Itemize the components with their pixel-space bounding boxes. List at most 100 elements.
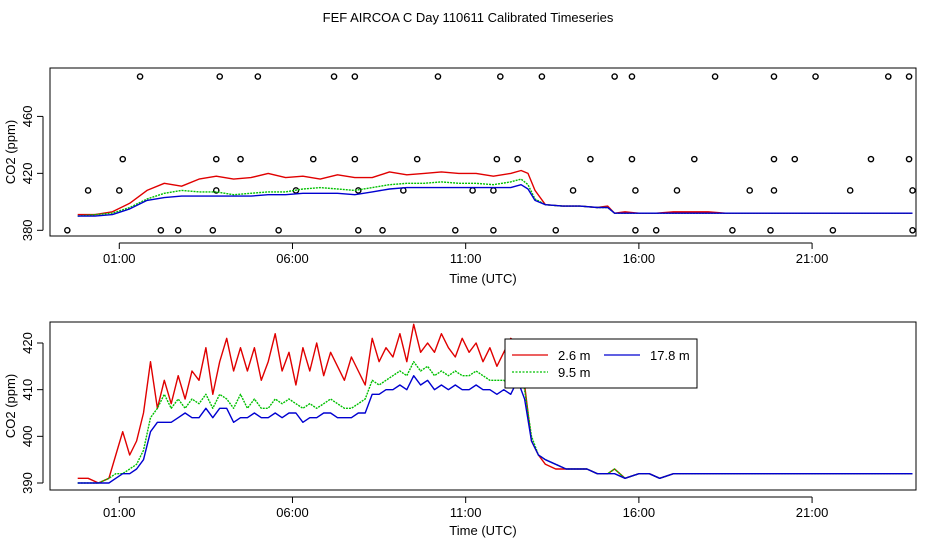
data-point [212, 187, 220, 194]
data-point [770, 155, 778, 163]
data-point [514, 155, 521, 163]
top-y-tick-label: 380 [20, 219, 35, 241]
data-point [729, 227, 736, 234]
data-point [711, 73, 719, 80]
data-point [791, 155, 799, 163]
legend-label-2-6m: 2.6 m [558, 348, 591, 363]
series-line-9-5-m [77, 351, 913, 484]
data-point [905, 73, 913, 80]
bottom-y-axis-label: CO2 (ppm) [3, 374, 18, 438]
bot-x-tick-label: 01:00 [103, 505, 136, 520]
data-point [379, 227, 386, 234]
data-point [351, 73, 359, 80]
bottom-plot-frame [49, 321, 917, 491]
data-point [434, 73, 442, 80]
bot-y-tick-label: 400 [20, 425, 35, 447]
data-point [538, 73, 546, 80]
legend: 2.6 m 17.8 m 9.5 m [504, 338, 698, 389]
bottom-x-axis-label: Time (UTC) [449, 523, 516, 538]
data-point [330, 73, 338, 80]
top-x-tick-label: 21:00 [796, 251, 829, 266]
data-point [490, 187, 497, 194]
data-point [451, 227, 459, 234]
top-panel: 01:00 06:00 11:00 16:00 21:00 380 420 460 Time… [3, 67, 917, 286]
bot-y-tick-label: 410 [20, 379, 35, 401]
data-point [829, 227, 837, 234]
data-point [493, 155, 501, 163]
series-line-17-8-m [77, 375, 913, 484]
data-point [846, 187, 854, 194]
bot-y-tick-label: 420 [20, 332, 35, 354]
data-point [119, 155, 127, 163]
data-point [309, 155, 317, 163]
data-point [770, 187, 778, 194]
data-point [497, 73, 504, 80]
data-point [611, 73, 618, 80]
top-y-tick-label: 420 [20, 163, 35, 185]
top-x-tick-label: 16:00 [623, 251, 656, 266]
data-point [628, 73, 636, 80]
series-line-9-5-m [77, 178, 913, 217]
bottom-series-lines [77, 323, 913, 484]
data-point [909, 227, 916, 234]
data-point [84, 187, 92, 194]
bot-y-tick-label: 390 [20, 472, 35, 494]
data-point [652, 227, 660, 234]
data-point [867, 155, 875, 163]
top-series-lines [77, 169, 913, 217]
top-plot-frame [49, 67, 917, 237]
data-point [552, 227, 560, 234]
data-point [490, 227, 497, 234]
bottom-x-axis: 01:00 06:00 11:00 16:00 21:00 [103, 496, 829, 520]
top-y-tick-label: 460 [20, 106, 35, 128]
bot-x-tick-label: 06:00 [276, 505, 309, 520]
bottom-panel: 01:00 06:00 11:00 16:00 21:00 390 400 410 420 T… [3, 321, 917, 538]
data-point [216, 73, 224, 80]
top-x-tick-label: 11:00 [450, 251, 482, 266]
data-point [691, 155, 698, 163]
bot-x-tick-label: 21:00 [796, 505, 829, 520]
top-y-axis: 380 420 460 [20, 106, 44, 241]
data-point [909, 187, 916, 194]
top-x-tick-label: 01:00 [103, 251, 136, 266]
data-point [628, 155, 636, 163]
bot-x-tick-label: 16:00 [623, 505, 656, 520]
data-point [767, 227, 774, 234]
data-point [587, 155, 594, 163]
data-point [174, 227, 182, 234]
bottom-y-axis: 390 400 410 420 [20, 332, 44, 494]
data-point [209, 227, 217, 234]
page-title: FEF AIRCOA C Day 110611 Calibrated Times… [323, 10, 614, 25]
data-point [136, 73, 144, 80]
data-point [212, 155, 220, 163]
data-point [469, 187, 476, 194]
legend-label-9-5m: 9.5 m [558, 365, 591, 380]
top-points [64, 73, 916, 234]
data-point [632, 227, 639, 234]
data-point [254, 73, 262, 80]
data-point [237, 155, 244, 163]
data-point [746, 187, 754, 194]
data-point [115, 187, 123, 194]
data-point [413, 155, 421, 163]
data-point [884, 73, 892, 80]
data-point [632, 187, 639, 194]
data-point [64, 227, 71, 234]
top-x-tick-label: 06:00 [276, 251, 309, 266]
data-point [569, 187, 577, 194]
data-point [812, 73, 819, 80]
data-point [354, 227, 362, 234]
series-line-2-6-m [77, 323, 913, 484]
data-point [770, 73, 778, 80]
data-point [157, 227, 165, 234]
top-x-axis: 01:00 06:00 11:00 16:00 21:00 [103, 242, 829, 266]
top-y-axis-label: CO2 (ppm) [3, 120, 18, 184]
bot-x-tick-label: 11:00 [450, 505, 482, 520]
top-x-axis-label: Time (UTC) [449, 271, 516, 286]
data-point [673, 187, 681, 194]
data-point [275, 227, 282, 234]
legend-box [504, 338, 698, 389]
series-line-17-8-m [77, 183, 913, 217]
data-point [905, 155, 913, 163]
